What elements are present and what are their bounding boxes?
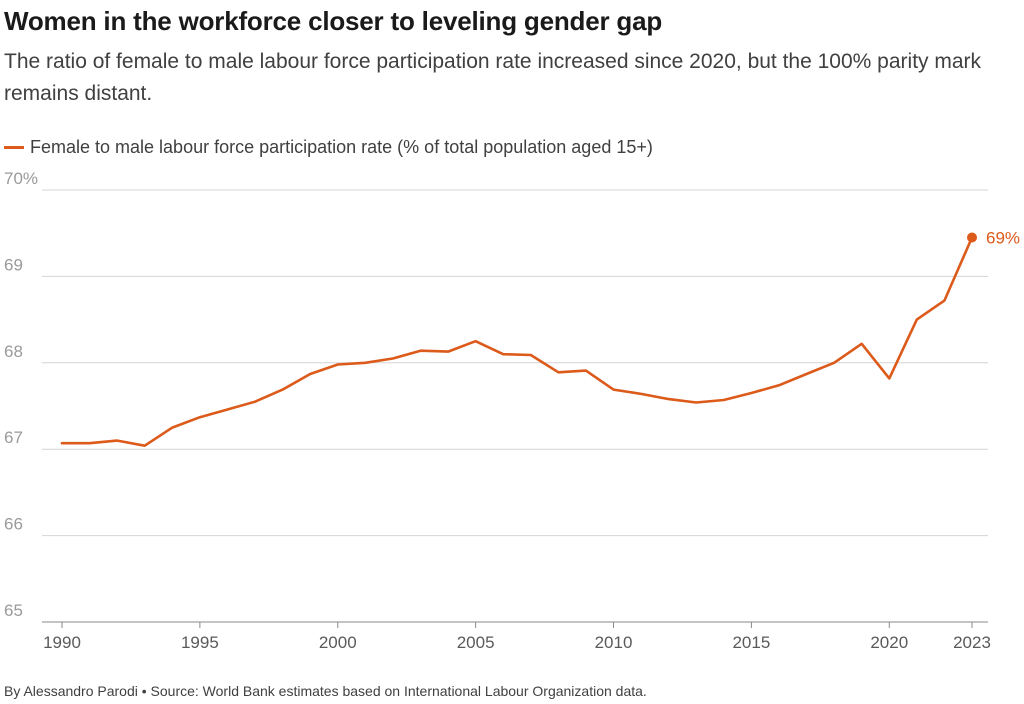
series-group: [60, 236, 974, 448]
legend: Female to male labour force participatio…: [4, 134, 653, 160]
endpoint-label: 69%: [986, 229, 1020, 248]
y-tick-label: 68: [4, 342, 23, 361]
chart-subtitle: The ratio of female to male labour force…: [4, 50, 982, 105]
x-tick-label: 2010: [595, 633, 633, 652]
x-tick-label: 2005: [457, 633, 495, 652]
chart-title: Women in the workforce closer to levelin…: [4, 6, 663, 36]
source-credit: By Alessandro Parodi • Source: World Ban…: [4, 683, 647, 699]
x-tick-label: 2000: [319, 633, 357, 652]
y-tick-label: 66: [4, 515, 23, 534]
y-tick-label: 70%: [4, 170, 38, 188]
x-axis-tick-labels: 1990 1995 2000 2005 2010 2015 2020 2023: [43, 633, 991, 652]
x-tick-label: 2020: [870, 633, 908, 652]
annotations: 69%: [967, 229, 1020, 248]
endpoint-marker: [967, 232, 977, 243]
y-axis-tick-labels: 65 66 67 68 69 70%: [4, 170, 38, 620]
x-tick-label: 1990: [43, 633, 81, 652]
y-tick-label: 69: [4, 255, 23, 274]
y-tick-label: 67: [4, 428, 23, 447]
y-tick-label: 65: [4, 601, 23, 620]
x-tick-label: 2023: [953, 633, 991, 652]
x-axis: [42, 621, 988, 628]
x-tick-label: 1995: [181, 633, 219, 652]
x-tick-label: 2015: [732, 633, 770, 652]
legend-swatch-line: [4, 145, 24, 149]
gridlines: [42, 189, 988, 537]
line-chart: 65 66 67 68 69 70% 1990 1995 2000 2005 2010 2015 20…: [4, 170, 1020, 652]
series-line: [60, 236, 974, 448]
legend-label: Female to male labour force participatio…: [30, 136, 653, 157]
